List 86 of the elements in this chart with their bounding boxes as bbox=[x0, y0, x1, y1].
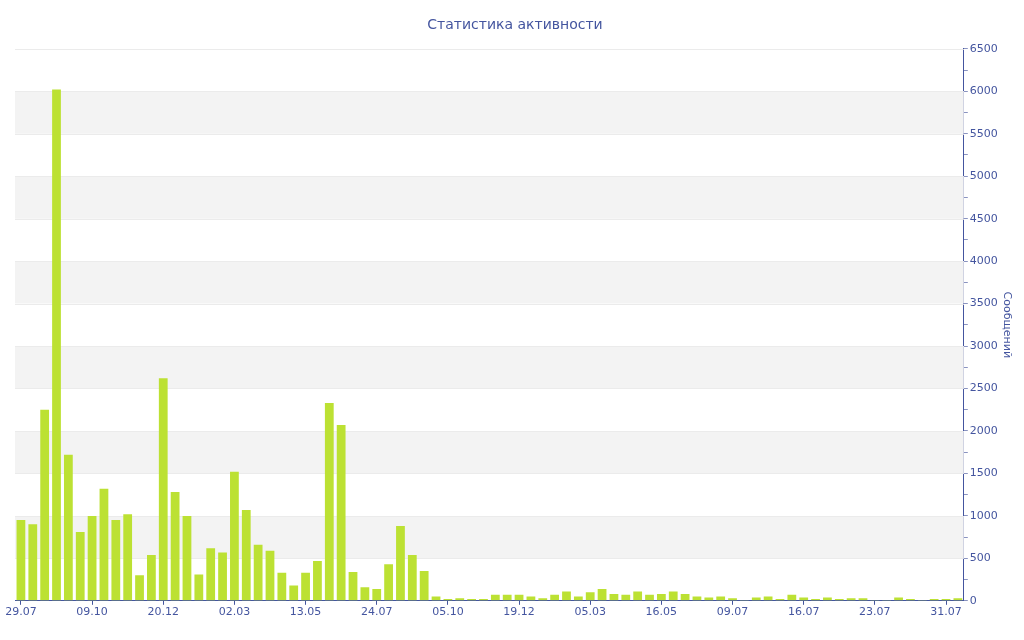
bar bbox=[16, 520, 26, 601]
bar bbox=[953, 598, 963, 601]
bar bbox=[241, 509, 251, 601]
bar bbox=[158, 378, 168, 601]
y-tick-label: 3500 bbox=[969, 296, 998, 310]
bar bbox=[230, 471, 239, 601]
bar bbox=[894, 597, 903, 601]
bar bbox=[301, 572, 310, 601]
bar bbox=[147, 554, 156, 601]
bar bbox=[846, 598, 856, 601]
bar bbox=[194, 574, 204, 601]
bar bbox=[324, 402, 334, 601]
y-tick-label: 3000 bbox=[969, 338, 998, 352]
y-tick-label: 0 bbox=[969, 593, 977, 607]
x-tick-label: 16.05 bbox=[645, 605, 678, 619]
y-tick-label: 6000 bbox=[969, 84, 998, 98]
bar bbox=[40, 409, 50, 601]
bar bbox=[538, 598, 548, 601]
x-tick-label: 05.03 bbox=[574, 605, 606, 619]
y-tick-label: 4000 bbox=[969, 253, 998, 267]
bar bbox=[656, 594, 666, 601]
bar bbox=[111, 520, 121, 601]
x-tick-label: 31.07 bbox=[930, 605, 962, 619]
bar bbox=[407, 554, 417, 601]
bar bbox=[218, 552, 227, 601]
bar bbox=[502, 594, 512, 601]
bar bbox=[490, 594, 500, 601]
y-tick-label: 4500 bbox=[969, 211, 998, 225]
bar bbox=[372, 588, 382, 601]
bar bbox=[336, 425, 346, 601]
bar bbox=[99, 488, 109, 601]
x-tick-label: 20.12 bbox=[147, 605, 179, 619]
bar bbox=[751, 597, 761, 601]
bar bbox=[455, 598, 465, 601]
bar bbox=[170, 492, 180, 601]
bar bbox=[135, 575, 144, 601]
bar bbox=[621, 594, 631, 601]
bar bbox=[87, 515, 97, 601]
y-tick-label: 1000 bbox=[969, 508, 998, 522]
bar bbox=[360, 587, 370, 601]
bar bbox=[348, 571, 358, 601]
bar bbox=[562, 591, 571, 601]
x-tick-label: 23.07 bbox=[859, 605, 891, 619]
bar bbox=[550, 594, 560, 601]
x-tick-label: 05.10 bbox=[432, 605, 464, 619]
bar bbox=[182, 515, 192, 601]
bar bbox=[668, 591, 678, 601]
bar bbox=[75, 532, 85, 601]
bar bbox=[313, 560, 322, 601]
bar bbox=[704, 597, 714, 601]
y-tick-label: 500 bbox=[969, 551, 991, 565]
bar bbox=[123, 514, 133, 601]
bar bbox=[633, 591, 643, 601]
bar bbox=[645, 594, 654, 601]
bar bbox=[585, 592, 595, 601]
y-tick-label: 6500 bbox=[969, 41, 998, 55]
bar bbox=[277, 572, 287, 601]
bar bbox=[52, 89, 61, 601]
bar bbox=[787, 594, 797, 601]
bar bbox=[384, 564, 393, 601]
bar bbox=[206, 548, 216, 601]
x-tick-label: 09.10 bbox=[76, 605, 108, 619]
chart-title: Статистика активности bbox=[427, 16, 603, 33]
bar bbox=[28, 524, 38, 601]
y-tick-label: 1500 bbox=[969, 466, 998, 480]
y-tick-label: 5000 bbox=[969, 169, 998, 183]
x-tick-label: 13.05 bbox=[289, 605, 322, 619]
x-tick-label: 02.03 bbox=[218, 605, 251, 619]
y-axis-title: Сообщений bbox=[1000, 291, 1014, 359]
y-tick-label: 5500 bbox=[969, 126, 998, 140]
x-tick-label: 16.07 bbox=[787, 605, 820, 619]
y-tick-label: 2500 bbox=[969, 381, 998, 395]
bar bbox=[823, 597, 832, 601]
x-tick-label: 29.07 bbox=[5, 605, 37, 619]
bar bbox=[289, 585, 299, 601]
bar bbox=[396, 526, 405, 601]
bar bbox=[799, 597, 809, 601]
bar bbox=[63, 454, 73, 601]
bar bbox=[265, 550, 275, 601]
bar bbox=[419, 571, 429, 601]
x-tick-label: 24.07 bbox=[360, 605, 393, 619]
bar bbox=[253, 544, 263, 601]
y-tick-label: 2000 bbox=[969, 423, 998, 437]
x-tick-label: 19.12 bbox=[503, 605, 535, 619]
bar bbox=[728, 598, 737, 601]
x-tick-label: 09.07 bbox=[716, 605, 749, 619]
